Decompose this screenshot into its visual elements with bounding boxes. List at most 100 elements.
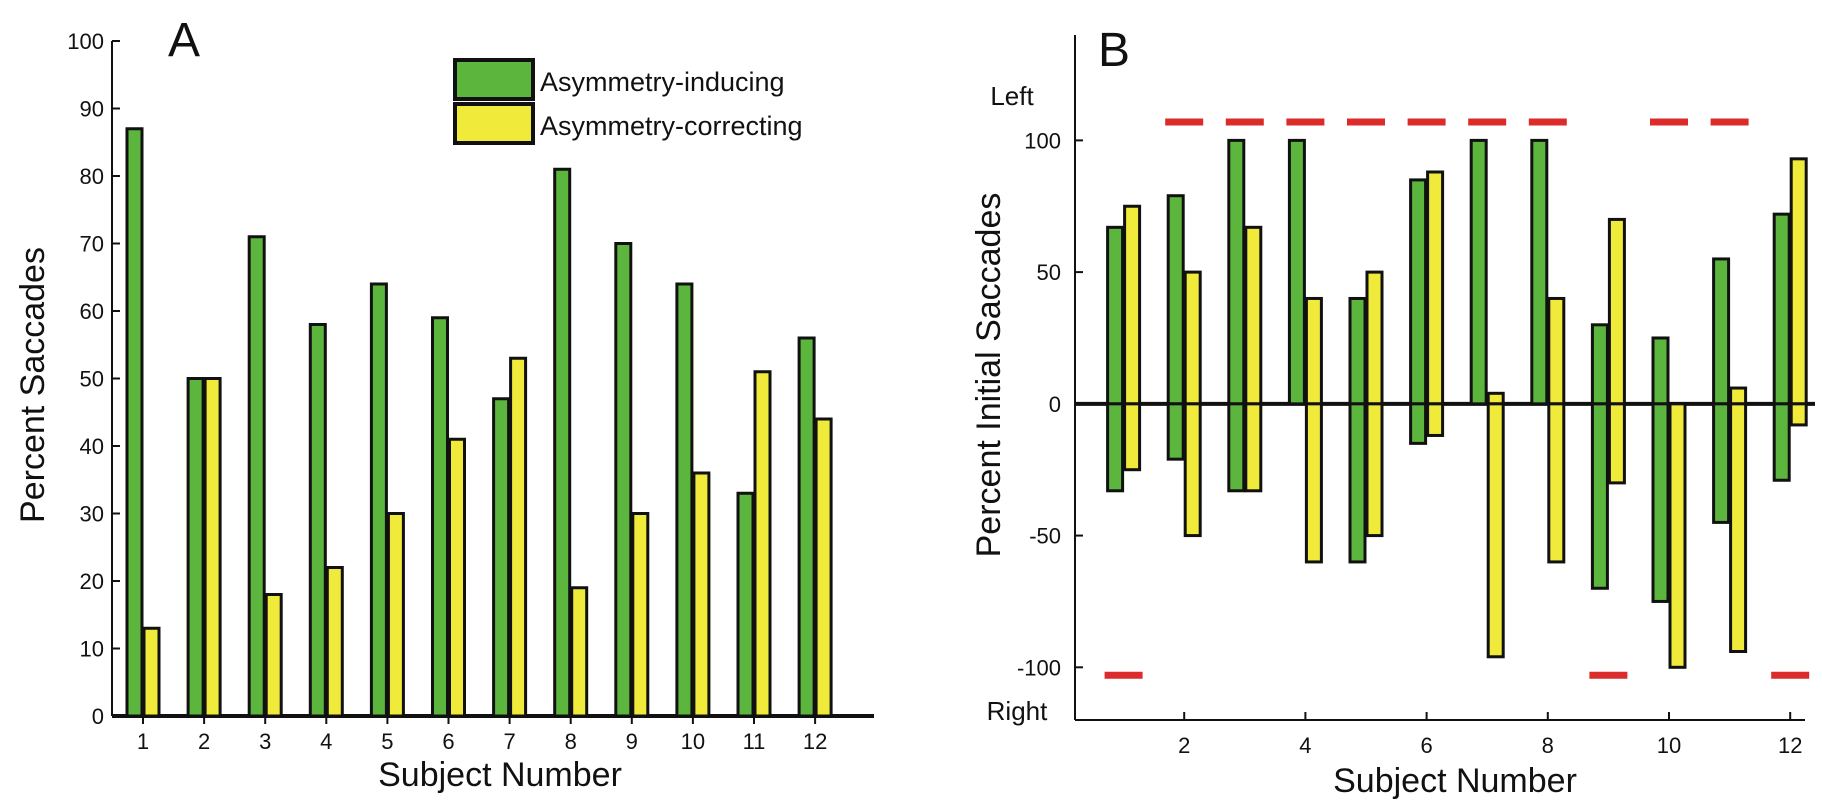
bar-a-correcting-subject-1 [142,626,161,718]
panel-a-x-tick-label: 7 [503,729,515,754]
bar-b-inducing-right-subject-6 [1409,402,1428,445]
bar-b-inducing-right-subject-1 [1106,402,1125,493]
panel-a-x-tick-label: 6 [442,729,454,754]
bar-a-correcting-subject-5 [386,512,405,718]
bar-b-correcting-right-subject-2 [1183,402,1202,538]
bar-a-correcting-subject-7 [509,356,528,718]
panel-b-y-tick-label: 100 [1024,128,1061,153]
panel-b-x-tick-label: 2 [1178,733,1190,758]
panel-a-y-axis-label: Percent Saccades [14,247,52,523]
bar-a-inducing-subject-1 [125,127,144,718]
panel-b-y-tick-label: -100 [1017,655,1061,680]
bar-a-inducing-subject-4 [308,323,327,718]
bar-b-inducing-left-subject-5 [1348,296,1367,406]
bar-a-inducing-subject-8 [553,167,572,718]
bar-b-inducing-left-subject-10 [1651,336,1670,406]
bar-a-inducing-subject-2 [186,377,205,718]
panel-a-x-tick-label: 9 [626,729,638,754]
panel-b-reference-lines [1104,118,1810,679]
panel-a-y-tick-label: 10 [80,637,104,662]
legend-label-inducing: Asymmetry-inducing [540,67,785,97]
bar-a-inducing-subject-3 [247,235,266,718]
bar-b-correcting-left-subject-4 [1304,296,1323,406]
right-side-label: Right [987,696,1048,726]
panel-a-x-tick-label: 12 [803,729,827,754]
panel-a-x-axis: 1 2 3 4 5 6 7 8 9 10 11 12 [137,716,827,754]
bar-b-inducing-left-subject-6 [1409,178,1428,406]
panel-b-y-tick-label: 50 [1037,260,1061,285]
panel-a-y-tick-label: 0 [92,704,104,729]
panel-b-x-axis-label: Subject Number [1333,762,1577,800]
panel-b-x-tick-label: 12 [1778,733,1802,758]
bar-b-inducing-right-subject-12 [1772,402,1791,482]
bar-a-correcting-subject-4 [325,566,344,718]
panel-b-y-axis-label: Percent Initial Saccades [970,193,1008,558]
bar-a-inducing-subject-9 [614,242,633,718]
legend-swatch-correcting [453,102,535,145]
bar-a-inducing-subject-6 [431,316,449,718]
left-side-label: Left [990,81,1034,111]
bar-b-correcting-right-subject-11 [1729,402,1748,653]
bar-b-correcting-right-subject-7 [1486,402,1505,659]
bar-b-inducing-right-subject-2 [1166,402,1185,461]
panel-a-y-tick-label: 100 [67,29,104,54]
bar-b-inducing-right-subject-5 [1348,402,1367,564]
panel-b-x-tick-label: 6 [1420,733,1432,758]
bar-a-inducing-subject-5 [369,282,388,718]
panel-b-bars [1106,138,1808,669]
panel-b-label: B [1098,24,1130,77]
panel-a-y-axis: 0 10 20 30 40 50 60 70 80 90 100 [67,29,874,729]
bar-b-inducing-right-subject-3 [1227,402,1246,493]
panel-a-x-tick-label: 2 [198,729,210,754]
panel-b-x-tick-label: 4 [1299,733,1311,758]
bar-b-correcting-left-subject-6 [1426,170,1445,406]
bar-b-correcting-right-subject-5 [1365,402,1384,538]
panel-a-x-tick-label: 8 [565,729,577,754]
panel-a-y-tick-label: 30 [80,502,104,527]
bar-b-inducing-left-subject-1 [1106,225,1125,406]
panel-a-y-tick-label: 80 [80,164,104,189]
bar-b-inducing-left-subject-4 [1287,138,1306,406]
panel-b-x-tick-label: 10 [1657,733,1681,758]
panel-a-y-tick-label: 90 [80,97,104,122]
bar-b-inducing-left-subject-2 [1166,194,1185,406]
bar-b-correcting-right-subject-4 [1304,402,1323,564]
panel-a-y-tick-label: 50 [80,367,104,392]
panel-a-x-tick-label: 10 [681,729,705,754]
bar-b-correcting-right-subject-8 [1547,402,1566,564]
bar-b-inducing-right-subject-11 [1712,402,1731,524]
bar-b-correcting-left-subject-3 [1244,225,1263,406]
bar-b-correcting-right-subject-9 [1607,402,1626,485]
panel-a-y-tick-label: 60 [80,299,104,324]
bar-a-correcting-subject-9 [631,512,650,718]
panel-b-x-tick-label: 8 [1542,733,1554,758]
panel-a-y-tick-label: 70 [80,232,104,257]
bar-a-inducing-subject-10 [675,282,694,718]
bar-b-inducing-left-subject-7 [1469,138,1488,406]
bar-b-correcting-right-subject-1 [1123,402,1142,472]
bar-a-inducing-subject-12 [797,336,816,718]
bar-b-inducing-right-subject-10 [1651,402,1670,603]
panel-a-bars [125,127,833,718]
bar-b-inducing-left-subject-9 [1590,323,1609,406]
panel-a-x-tick-label: 11 [743,729,766,754]
panel-a-label: A [168,14,200,67]
panel-b-y-tick-label: 0 [1049,392,1061,417]
panel-a-x-tick-label: 1 [137,729,149,754]
bar-b-correcting-left-subject-12 [1789,157,1808,406]
bar-b-correcting-right-subject-3 [1244,402,1263,493]
bar-a-correcting-subject-10 [692,471,711,718]
bar-a-correcting-subject-11 [753,370,772,718]
panel-a-x-axis-label: Subject Number [378,756,622,794]
bar-a-correcting-subject-3 [264,593,283,718]
panel-a-x-tick-label: 4 [320,729,332,754]
bar-a-correcting-subject-6 [448,437,466,718]
bar-b-correcting-left-subject-5 [1365,270,1384,406]
bar-a-correcting-subject-12 [814,417,833,718]
bar-b-inducing-left-subject-11 [1712,257,1731,406]
legend: Asymmetry-inducing Asymmetry-correcting [453,58,803,145]
legend-label-correcting: Asymmetry-correcting [540,111,803,141]
bar-b-correcting-left-subject-9 [1607,217,1626,406]
bar-b-correcting-left-subject-8 [1547,296,1566,406]
